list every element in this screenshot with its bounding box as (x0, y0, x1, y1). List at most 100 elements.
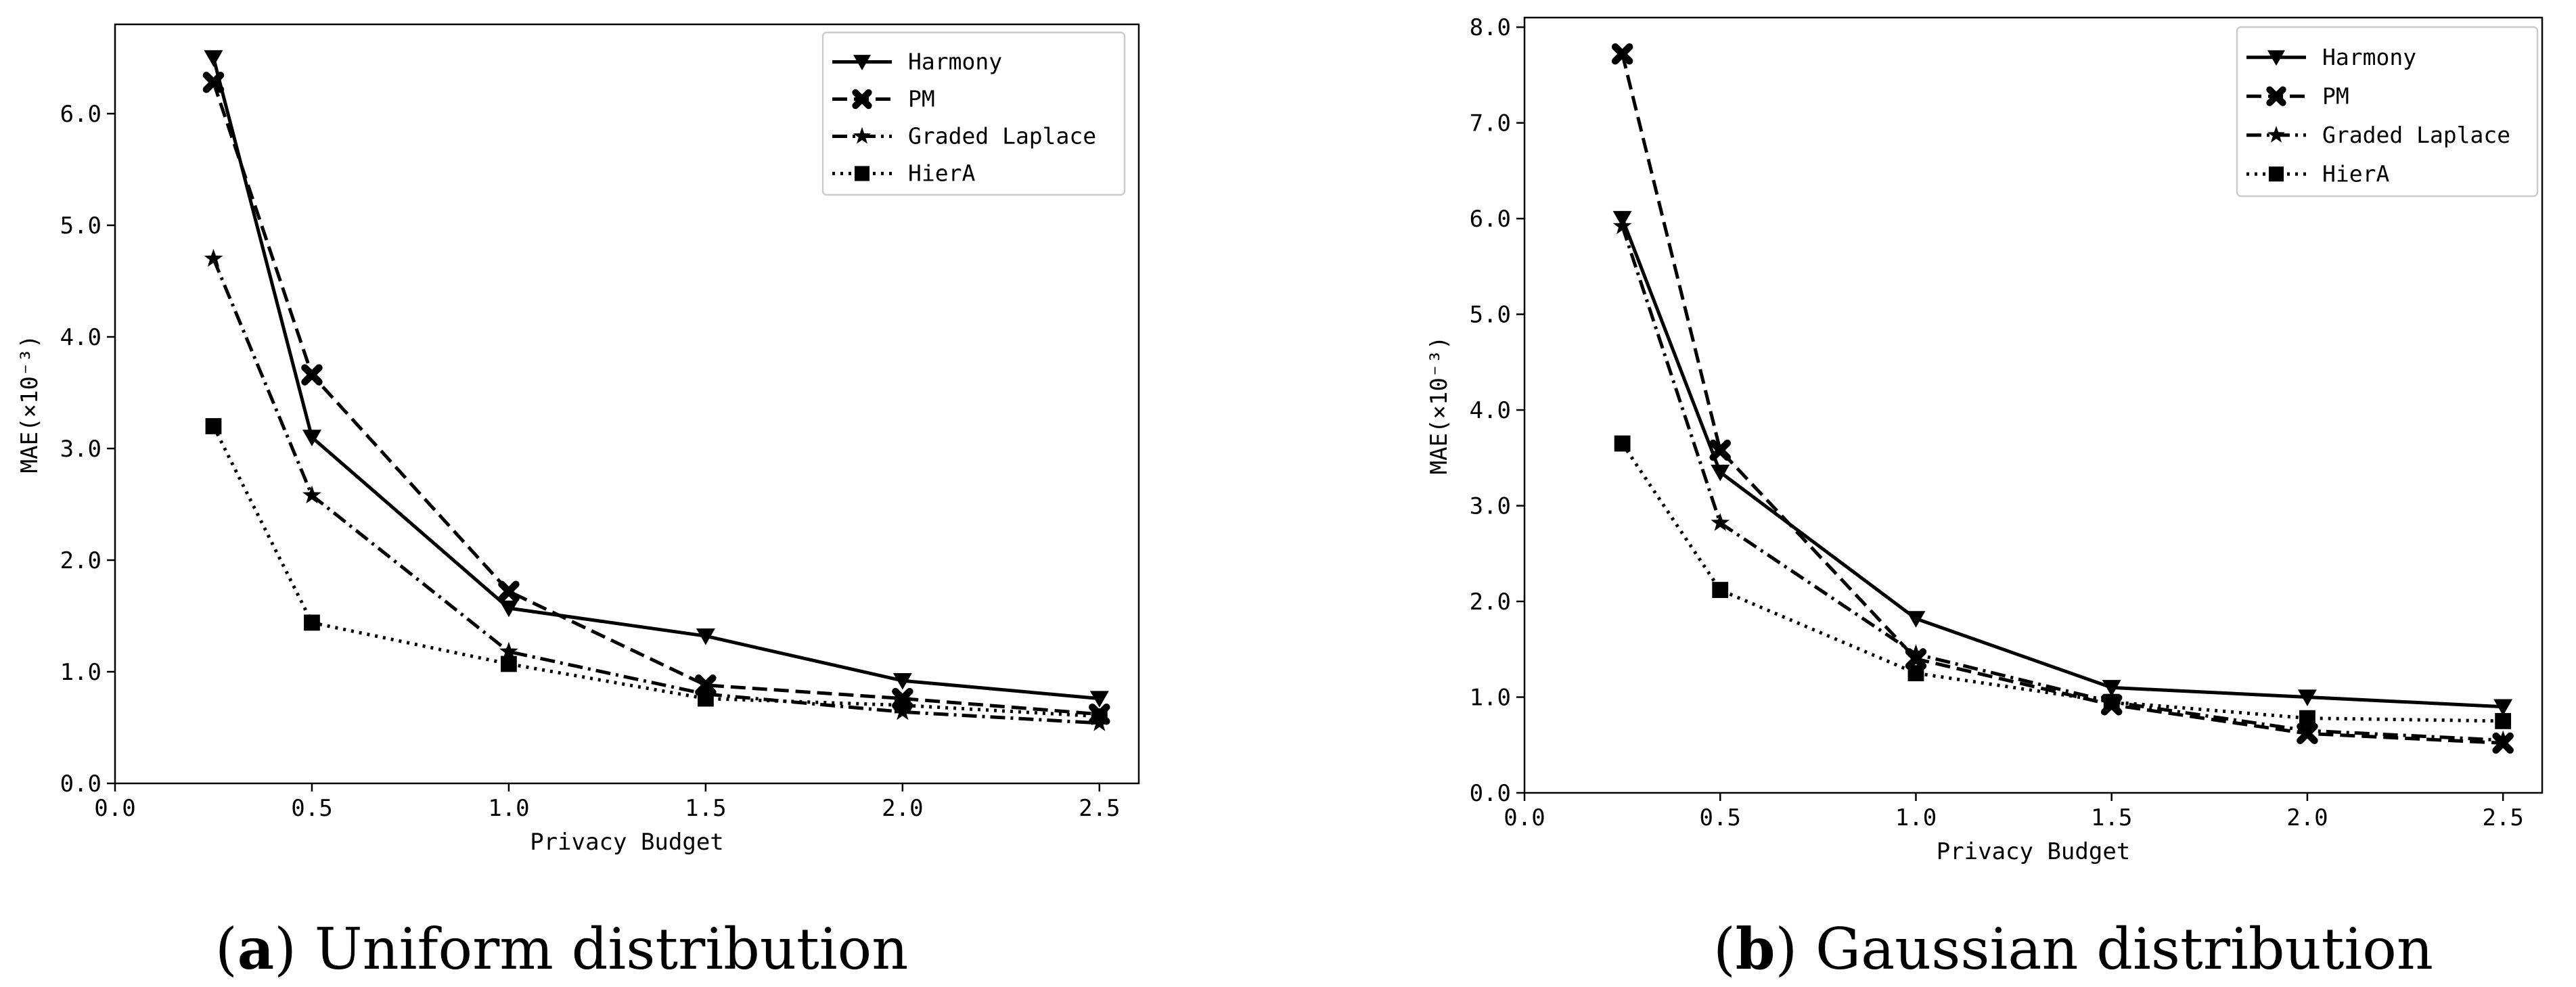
legend-box (2236, 26, 2539, 198)
data-point-harmony (302, 430, 321, 446)
series-line-pm (212, 82, 1100, 716)
data-point-harmony (2297, 689, 2317, 706)
y-tick-label: 0.0 (1470, 780, 1511, 807)
data-point-graded-laplace (1711, 513, 1730, 531)
y-tick-label: 7.0 (1470, 110, 1511, 137)
legend-marker (853, 127, 871, 144)
data-point-graded-laplace (1612, 216, 1632, 235)
x-tick-label: 2.0 (882, 795, 923, 822)
legend-marker (2267, 126, 2285, 143)
x-axis-label: Privacy Budget (1937, 838, 2131, 865)
data-point-hiera (697, 690, 714, 707)
data-point-harmony (696, 628, 715, 645)
series-line-harmony (212, 57, 1100, 701)
legend-label: HierA (908, 160, 975, 187)
y-tick-label: 4.0 (60, 324, 101, 351)
x-tick-label: 2.5 (1079, 795, 1120, 822)
data-point-hiera (304, 614, 320, 631)
x-tick-label: 0.0 (94, 795, 135, 822)
x-tick-label: 1.0 (488, 795, 529, 822)
x-tick-label: 0.0 (1504, 804, 1545, 831)
y-tick-label: 2.0 (1470, 589, 1511, 616)
legend-label: Graded Laplace (908, 123, 1096, 150)
data-point-harmony (2493, 699, 2513, 716)
data-point-hiera (1614, 435, 1631, 452)
data-point-pm (1709, 439, 1731, 461)
panel-caption: (a) Uniform distribution (215, 915, 908, 982)
series-line-harmony (1621, 218, 2504, 709)
legend: Harmony PM Graded Laplace HierA (2236, 26, 2539, 198)
x-tick-label: 1.5 (2091, 804, 2132, 831)
y-tick-label: 4.0 (1470, 397, 1511, 424)
data-point-hiera (2103, 693, 2120, 710)
legend-marker (854, 166, 870, 181)
y-axis-label: MAE(×10⁻³) (1426, 336, 1453, 475)
data-point-hiera (1712, 582, 1729, 598)
y-tick-label: 6.0 (1470, 206, 1511, 233)
series-line-hiera (1621, 442, 2504, 723)
x-tick-label: 0.5 (291, 795, 332, 822)
y-tick-label: 3.0 (60, 436, 101, 463)
y-tick-label: 1.0 (1470, 685, 1511, 712)
legend-label: Graded Laplace (2322, 122, 2510, 148)
data-point-harmony (892, 673, 912, 690)
data-point-graded-laplace (2493, 730, 2513, 749)
y-tick-label: 3.0 (1470, 493, 1511, 520)
legend-label: Harmony (908, 49, 1002, 75)
data-point-hiera (1907, 665, 1924, 682)
plot-frame (114, 23, 1140, 785)
legend-marker (852, 89, 872, 110)
series-line-graded-laplace (1621, 225, 2504, 742)
panel-b: 0.0 0.5 1.0 1.5 2.0 2.5 0.0 1.0 2.0 3.0 4.0 5.0 6.0 7… (1426, 14, 2544, 982)
x-tick-label: 0.5 (1700, 804, 1741, 831)
series-line-hiera (212, 425, 1100, 718)
data-point-pm (1611, 43, 1633, 65)
y-tick-label: 5.0 (1470, 302, 1511, 329)
data-point-harmony (499, 600, 518, 618)
y-tick-label: 2.0 (60, 547, 101, 574)
data-point-hiera (1091, 708, 1108, 725)
data-point-pm (202, 72, 225, 93)
data-point-hiera (894, 697, 911, 714)
panel-caption: (b) Gaussian distribution (1713, 915, 2433, 982)
y-axis-label: MAE(×10⁻³) (16, 335, 43, 474)
data-point-graded-laplace (204, 248, 223, 267)
data-point-harmony (2102, 680, 2121, 697)
data-point-harmony (1089, 691, 1109, 708)
x-tick-label: 1.0 (1895, 804, 1937, 831)
x-tick-label: 2.5 (2482, 804, 2523, 831)
plot-frame (1523, 16, 2544, 794)
series-line-graded-laplace (212, 258, 1100, 725)
data-point-pm (301, 364, 323, 386)
legend-marker (2267, 50, 2285, 66)
x-tick-label: 2.0 (2286, 804, 2328, 831)
legend-marker (2268, 166, 2284, 182)
panel-a: 0.0 0.5 1.0 1.5 2.0 2.5 0.0 1.0 2.0 3.0 4.0 5.0 6.0 P… (16, 23, 1140, 982)
data-point-hiera (501, 656, 517, 672)
legend-marker (853, 55, 871, 70)
data-point-hiera (205, 418, 222, 434)
data-point-harmony (1711, 464, 1730, 482)
y-tick-label: 0.0 (60, 771, 101, 798)
y-tick-label: 1.0 (60, 659, 101, 686)
data-point-graded-laplace (302, 485, 321, 504)
legend-marker (2266, 86, 2286, 106)
data-point-hiera (2495, 712, 2512, 729)
legend-label: PM (2322, 83, 2349, 109)
data-point-harmony (1906, 611, 1926, 628)
data-point-pm (498, 580, 520, 602)
data-point-harmony (204, 50, 223, 67)
x-axis-label: Privacy Budget (530, 829, 724, 856)
legend-label: HierA (2322, 160, 2389, 187)
y-tick-label: 6.0 (60, 101, 101, 128)
legend: Harmony PM Graded Laplace HierA (821, 31, 1126, 196)
data-point-graded-laplace (2297, 720, 2317, 739)
y-tick-label: 5.0 (60, 212, 101, 239)
data-point-graded-laplace (499, 641, 518, 660)
legend-box (821, 31, 1126, 196)
data-point-hiera (2299, 710, 2315, 727)
legend-label: PM (908, 86, 935, 112)
x-tick-label: 1.5 (685, 795, 726, 822)
data-point-graded-laplace (1906, 644, 1926, 662)
